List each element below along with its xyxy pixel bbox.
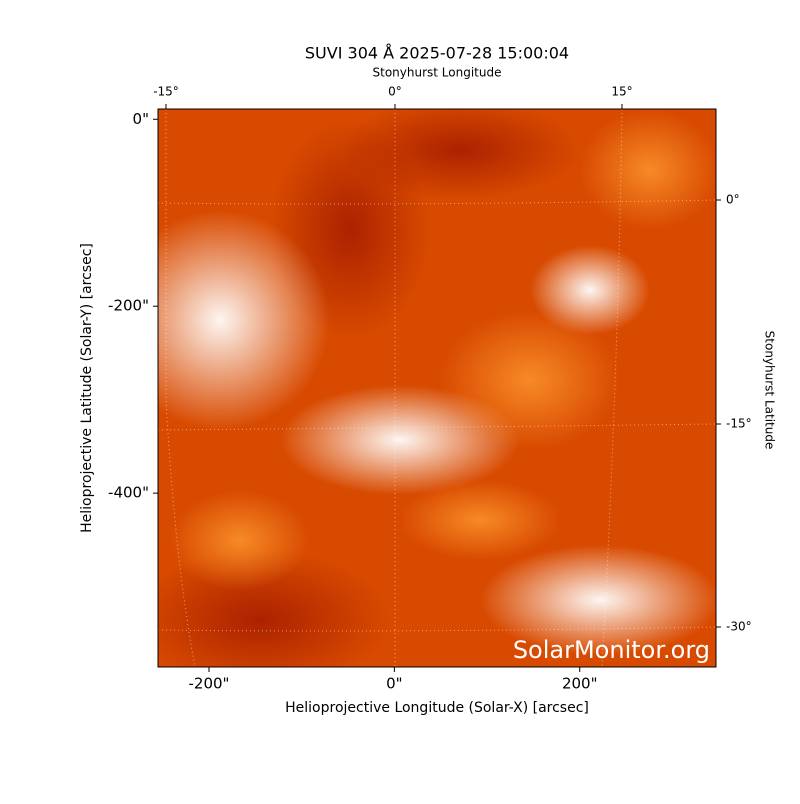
x-tick-label: 0" <box>386 675 402 693</box>
x-tick-label: 200" <box>562 675 598 693</box>
y-tick-label: 0" <box>133 110 149 128</box>
chart-title: SUVI 304 Å 2025-07-28 15:00:04 <box>305 44 569 63</box>
y2-tick-label: -30° <box>726 620 752 634</box>
x2-axis-label: Stonyhurst Longitude <box>373 66 502 80</box>
watermark: SolarMonitor.org <box>513 636 710 664</box>
y-axis-label: Helioprojective Latitude (Solar-Y) [arcs… <box>79 243 95 533</box>
plot-frame <box>157 108 717 668</box>
y2-axis-label: Stonyhurst Latitude <box>763 331 777 450</box>
x2-tick-label: 15° <box>611 85 632 99</box>
y-tick-label: -400" <box>108 484 149 502</box>
x2-tick-label: 0° <box>388 85 402 99</box>
y2-tick-label: -15° <box>726 417 752 431</box>
x-axis-label: Helioprojective Longitude (Solar-X) [arc… <box>285 700 589 716</box>
solar-image <box>158 109 716 667</box>
x-tick-label: -200" <box>189 675 230 693</box>
y-tick-label: -200" <box>108 297 149 315</box>
x2-tick-label: -15° <box>153 85 179 99</box>
y2-tick-label: 0° <box>726 193 740 207</box>
